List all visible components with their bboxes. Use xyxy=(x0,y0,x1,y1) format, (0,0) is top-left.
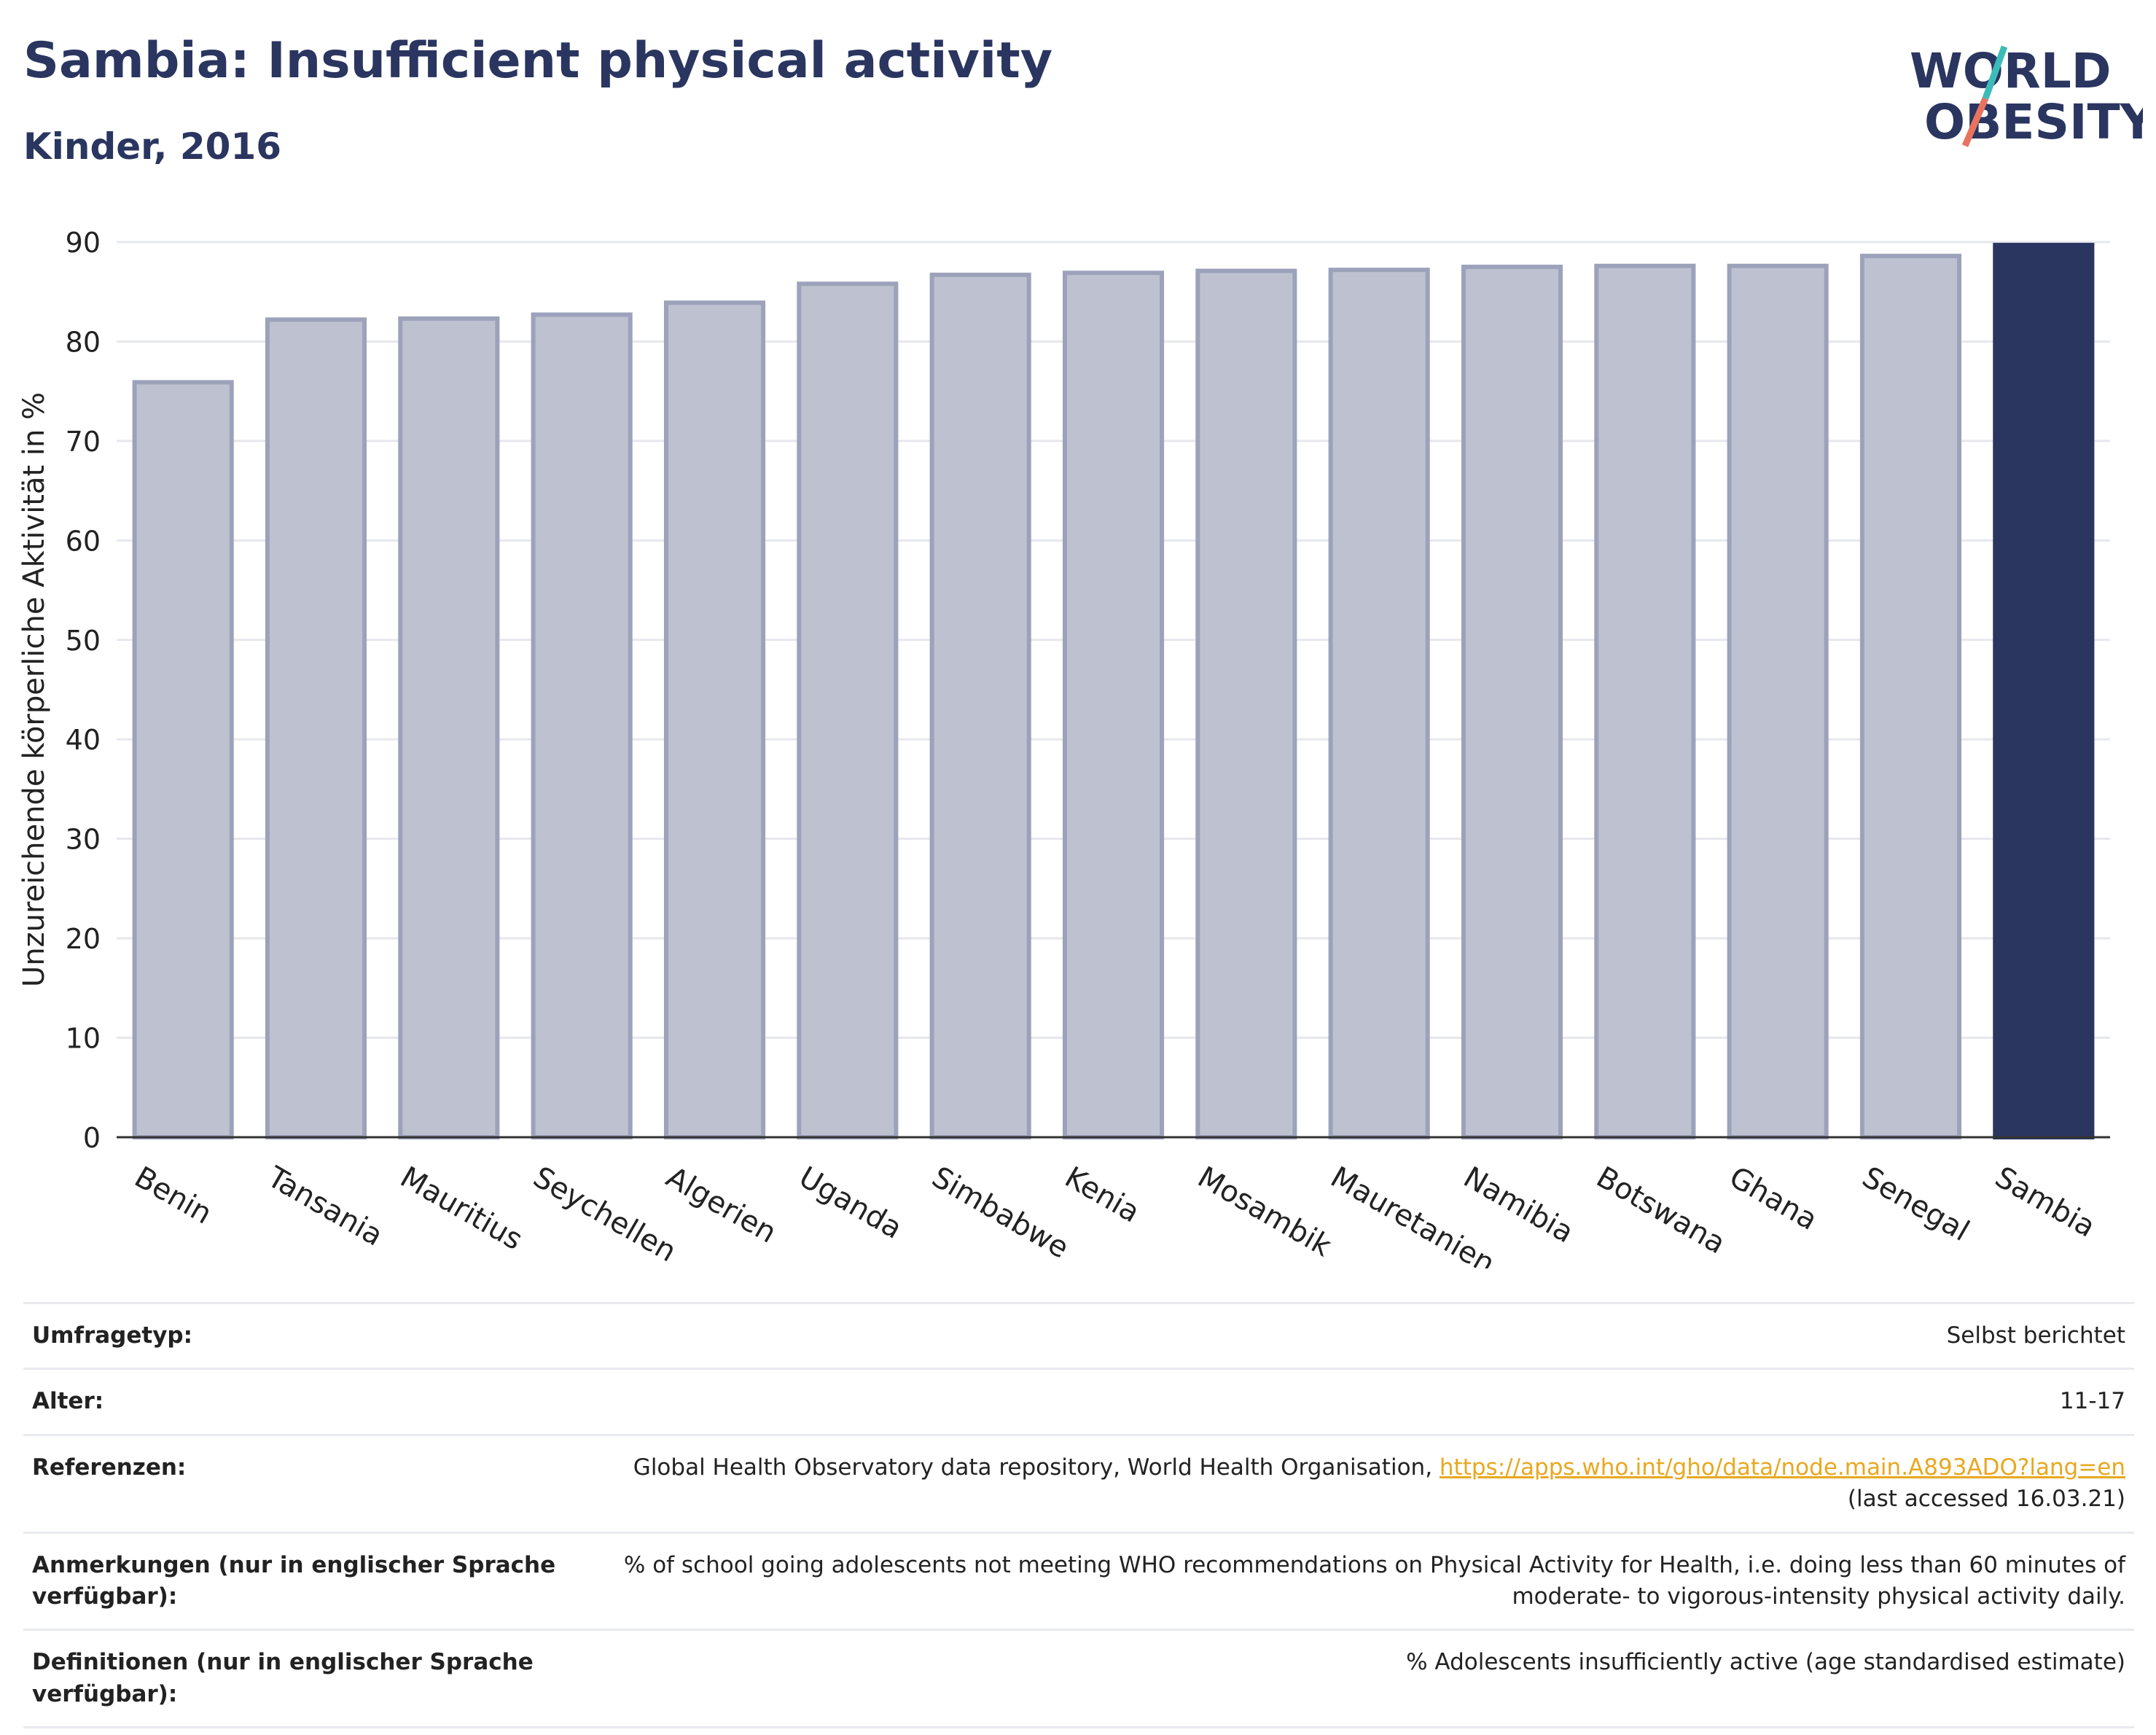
y-tick-label: 10 xyxy=(66,1023,101,1055)
references-value: Global Health Observatory data repositor… xyxy=(566,1433,2134,1533)
x-tick-label: Sambia xyxy=(1989,1161,2101,1244)
chart-subtitle: Kinder, 2016 xyxy=(23,125,282,168)
notes-label: Anmerkungen (nur in englischer Sprache v… xyxy=(23,1531,566,1630)
x-tick-label: Seychellen xyxy=(528,1161,682,1268)
references-link[interactable]: https://apps.who.int/gho/data/node.main.… xyxy=(1439,1454,2125,1481)
y-tick-label: 90 xyxy=(66,227,101,259)
y-tick-label: 40 xyxy=(66,724,101,756)
notes-value: % of school going adolescents not meetin… xyxy=(566,1531,2134,1630)
bar-sambia[interactable] xyxy=(1993,243,2095,1139)
x-tick-label: Mosambik xyxy=(1192,1161,1337,1264)
definitions-value: % Adolescents insufficiently active (age… xyxy=(566,1629,2134,1729)
age-value: 11-17 xyxy=(566,1368,2134,1435)
info-row-survey-type: Umfragetyp: Selbst berichtet xyxy=(23,1301,2134,1369)
logo-slash-upper xyxy=(1982,45,2008,100)
x-tick-label: Benin xyxy=(129,1161,218,1231)
definitions-label: Definitionen (nur in englischer Sprache … xyxy=(23,1629,566,1729)
logo-line1: WORLD xyxy=(1910,43,2112,99)
bar-mauretanien[interactable] xyxy=(1328,268,1430,1139)
x-tick-label: Mauritius xyxy=(394,1161,528,1257)
x-tick-label: Ghana xyxy=(1724,1161,1823,1237)
bar-namibia[interactable] xyxy=(1461,265,1563,1140)
logo-slash-lower xyxy=(1961,97,1989,147)
references-label: Referenzen: xyxy=(23,1433,566,1533)
x-tick-label: Tansania xyxy=(261,1160,388,1252)
bar-algerien[interactable] xyxy=(663,300,766,1140)
bars xyxy=(132,243,2095,1140)
x-axis-ticks: Benin Tansania Mauritius SeychellenAlgerien… xyxy=(129,1160,2101,1268)
age-label: Alter: xyxy=(23,1368,566,1435)
info-table: Umfragetyp: Selbst berichtet Alter: 11-1… xyxy=(23,1301,2134,1729)
y-tick-label: 80 xyxy=(66,326,101,358)
x-tick-label: Senegal xyxy=(1856,1161,1975,1248)
bar-ghana[interactable] xyxy=(1727,263,1829,1139)
references-accessed: (last accessed 16.03.21) xyxy=(1847,1486,2125,1513)
bar-seychellen[interactable] xyxy=(531,312,633,1139)
bar-uganda[interactable] xyxy=(797,281,899,1140)
world-obesity-logo[interactable]: WORLD OBESITY xyxy=(1895,29,2143,160)
bar-chart: 0 10 20 30 40 50 60 70 80 90 Benin Tansania Mauriti… xyxy=(17,227,2110,1268)
y-tick-label: 50 xyxy=(66,625,101,657)
survey-type-value: Selbst berichtet xyxy=(566,1301,2134,1369)
info-row-definitions: Definitionen (nur in englischer Sprache … xyxy=(23,1629,2134,1729)
y-tick-label: 70 xyxy=(66,426,101,458)
bar-mosambik[interactable] xyxy=(1195,268,1297,1140)
x-tick-label: Botswana xyxy=(1590,1161,1730,1261)
y-tick-label: 20 xyxy=(66,923,101,955)
y-tick-label: 30 xyxy=(66,824,101,856)
y-axis-label: Unzureichende körperliche Aktivität in % xyxy=(17,392,51,987)
info-row-notes: Anmerkungen (nur in englischer Sprache v… xyxy=(23,1531,2134,1630)
bar-benin[interactable] xyxy=(132,380,234,1139)
x-tick-label: Uganda xyxy=(793,1161,907,1246)
chart-title: Sambia: Insufficient physical activity xyxy=(23,32,1053,90)
bar-mauritius[interactable] xyxy=(398,316,500,1139)
x-tick-label: Kenia xyxy=(1059,1161,1145,1230)
logo-line2: OBESITY xyxy=(1924,94,2143,150)
x-tick-label: Algerien xyxy=(660,1161,782,1250)
y-tick-label: 60 xyxy=(66,525,101,557)
info-row-references: Referenzen: Global Health Observatory da… xyxy=(23,1433,2134,1533)
bar-kenia[interactable] xyxy=(1062,270,1165,1140)
x-tick-label: Simbabwe xyxy=(926,1161,1074,1266)
bar-tansania[interactable] xyxy=(265,317,367,1140)
info-row-age: Alter: 11-17 xyxy=(23,1368,2134,1435)
bar-senegal[interactable] xyxy=(1859,254,1962,1140)
survey-type-label: Umfragetyp: xyxy=(23,1301,566,1369)
references-text: Global Health Observatory data repositor… xyxy=(633,1454,1433,1481)
bar-simbabwe[interactable] xyxy=(929,273,1031,1140)
y-axis-ticks: 0 10 20 30 40 50 60 70 80 90 xyxy=(66,227,101,1154)
bar-botswana[interactable] xyxy=(1594,263,1696,1139)
y-tick-label: 0 xyxy=(83,1122,101,1154)
x-tick-label: Namibia xyxy=(1458,1161,1579,1250)
